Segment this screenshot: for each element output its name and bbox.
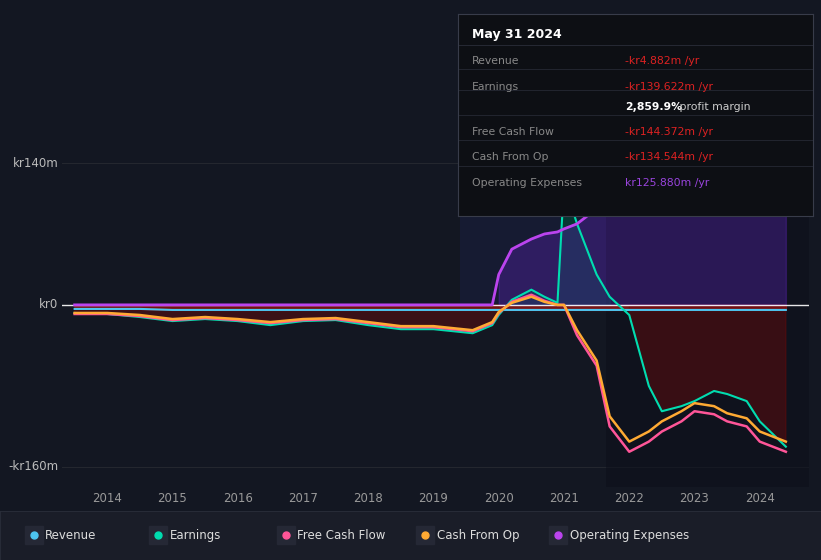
Bar <box>607 143 812 487</box>
Text: Cash From Op: Cash From Op <box>437 529 519 542</box>
Text: -kr160m: -kr160m <box>8 460 58 473</box>
Text: Revenue: Revenue <box>472 57 520 66</box>
Text: -kr139.622m /yr: -kr139.622m /yr <box>625 82 713 91</box>
Text: Cash From Op: Cash From Op <box>472 152 548 162</box>
Text: Revenue: Revenue <box>45 529 97 542</box>
Text: kr0: kr0 <box>39 298 58 311</box>
Text: Operating Expenses: Operating Expenses <box>472 178 582 188</box>
Text: -kr144.372m /yr: -kr144.372m /yr <box>625 127 713 137</box>
Text: -kr4.882m /yr: -kr4.882m /yr <box>625 57 699 66</box>
Text: kr140m: kr140m <box>12 157 58 170</box>
Text: Free Cash Flow: Free Cash Flow <box>297 529 386 542</box>
Text: Operating Expenses: Operating Expenses <box>570 529 689 542</box>
Text: 2,859.9%: 2,859.9% <box>625 102 682 111</box>
Text: -kr134.544m /yr: -kr134.544m /yr <box>625 152 713 162</box>
Text: Free Cash Flow: Free Cash Flow <box>472 127 554 137</box>
Text: Earnings: Earnings <box>472 82 520 91</box>
Text: May 31 2024: May 31 2024 <box>472 28 562 41</box>
Text: Earnings: Earnings <box>170 529 222 542</box>
Text: kr125.880m /yr: kr125.880m /yr <box>625 178 709 188</box>
Text: profit margin: profit margin <box>677 102 750 111</box>
Bar <box>460 143 607 305</box>
